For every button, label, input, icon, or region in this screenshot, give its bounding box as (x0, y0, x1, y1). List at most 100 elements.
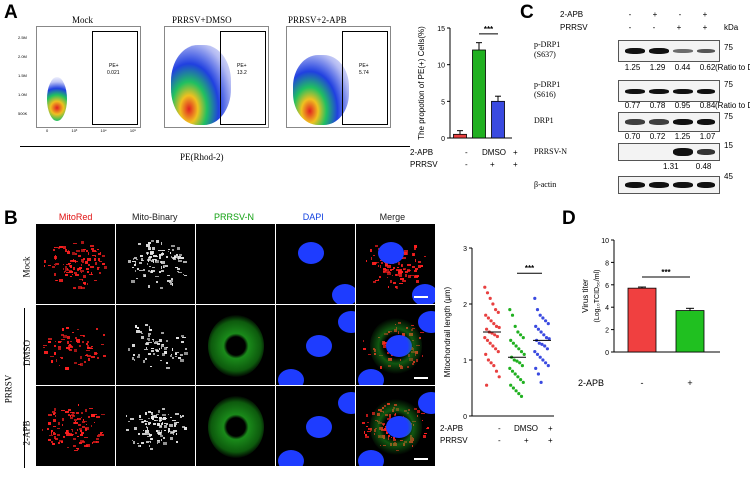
col-header-merge: Merge (379, 212, 406, 222)
facs-plot-mock: PE+ 0.021 (36, 26, 141, 128)
prrsv-value: + (513, 160, 518, 169)
data-point (536, 327, 540, 331)
panel-label-c: C (520, 2, 534, 23)
data-point (533, 296, 537, 300)
group-label-prrsv: PRRSV (3, 374, 14, 404)
micrograph-tile (116, 224, 195, 304)
data-point (485, 338, 490, 342)
row-label-2apb: 2-APB (21, 420, 32, 446)
gate-label: PE+ (109, 63, 119, 69)
y-tick-label: 6 (605, 283, 609, 290)
data-point (544, 361, 548, 365)
data-point (511, 386, 515, 390)
wb-mw: 75 (724, 43, 733, 52)
data-point (494, 347, 498, 351)
data-point (534, 324, 538, 328)
data-point (494, 369, 499, 373)
data-point (516, 375, 520, 379)
wb-row-label: β-actin (534, 180, 557, 189)
facs-y-ticks: 2.5M 2.0M 1.5M 1.0M 500K (18, 35, 28, 116)
data-point (497, 325, 501, 330)
bar (491, 100, 505, 139)
data-point (496, 350, 500, 354)
data-point (519, 394, 524, 398)
micrograph-tile (36, 305, 115, 385)
apb-value: - (465, 148, 468, 157)
y-tick-label: 3 (463, 246, 467, 253)
data-point (488, 296, 492, 300)
data-point (485, 291, 490, 295)
y-tick-label: 1 (463, 358, 467, 365)
data-point (538, 313, 542, 317)
data-point (484, 313, 488, 317)
data-point (492, 364, 496, 368)
data-point (492, 322, 496, 326)
facs-plot-apb: PE+ 5.74 (286, 26, 391, 128)
data-point (491, 344, 495, 348)
y-tick-label: 0 (441, 136, 445, 143)
data-point (517, 392, 521, 396)
micrograph-tile (356, 386, 435, 466)
y-axis-label: Virus titer (581, 279, 590, 313)
data-point (539, 330, 543, 334)
y-axis-label-units: (Log₁₀TCID₅₀/ml) (594, 270, 601, 323)
wb-blot-prrsv-n (618, 143, 720, 161)
panel-label-b: B (4, 208, 18, 229)
data-point (542, 333, 546, 337)
data-point (539, 380, 543, 384)
wb-ratios: 0.70 0.72 1.25 1.07 (624, 132, 716, 141)
data-point (489, 361, 493, 365)
data-point (546, 322, 550, 326)
facs-xlabel: PE(Rhod-2) (180, 152, 224, 162)
data-point (535, 308, 540, 312)
micro-column-headers: MitoRed Mito-Binary PRRSV-N DAPI Merge (36, 212, 432, 222)
micrograph-tile (196, 386, 275, 466)
col-header-mitored: MitoRed (58, 212, 93, 222)
data-point (522, 352, 526, 356)
data-point (519, 333, 523, 337)
data-point (543, 344, 547, 348)
data-point (508, 366, 512, 370)
data-point (497, 375, 501, 379)
western-blot-panel: 2-APB PRRSV - + - + - - + + kDa p-DRP1 (S637) 7… (522, 0, 750, 200)
data-point (514, 344, 518, 348)
data-point (533, 350, 537, 354)
gate-value: 13.2 (237, 70, 247, 76)
data-point (483, 285, 487, 289)
wb-mw: 75 (724, 112, 733, 121)
data-point (540, 342, 544, 346)
wb-prrsv-signs: - - + + (628, 23, 708, 32)
data-point (544, 336, 549, 340)
wb-row-label: p-DRP1 (S616) (534, 80, 561, 99)
col-header-dapi: DAPI (302, 212, 324, 222)
data-point (488, 341, 492, 345)
prrsv-value: - (498, 436, 501, 445)
scale-bar (414, 377, 428, 379)
scatter-chart-mito-length: 0 1 2 3 *** Mitochondrail length (μm) (443, 246, 554, 421)
prrsv-value: + (490, 160, 495, 169)
data-point (547, 337, 551, 341)
prrsv-value: - (465, 160, 468, 169)
prrsv-row-label: PRRSV (440, 436, 468, 445)
wb-mw: 15 (724, 141, 733, 150)
micrograph-tile (196, 224, 275, 304)
apb-value: + (513, 148, 518, 157)
bar (453, 133, 467, 139)
data-point (512, 358, 516, 362)
wb-ratio-note: (Ratio to DRP1) (715, 63, 750, 72)
apb-row-label: 2-APB (410, 148, 434, 157)
micrograph-tile (356, 305, 435, 385)
apb-row-label: 2-APB (440, 424, 464, 433)
x-tick-label: + (687, 378, 692, 388)
y-tick-label: 0 (605, 350, 609, 357)
y-tick-label: 2 (605, 328, 609, 335)
facs-density-cloud (293, 55, 349, 125)
data-point (494, 324, 499, 328)
data-point (519, 350, 524, 354)
wb-blot-drp1 (618, 112, 720, 132)
facs-panel: Mock PE+ 0.021 PRRSV+DMSO PE+ 13.2 PRRSV… (0, 0, 410, 180)
data-point (520, 364, 524, 368)
wb-ratios: 1.31 0.48 (663, 162, 712, 171)
scale-bar (414, 296, 428, 298)
data-point (510, 369, 515, 373)
